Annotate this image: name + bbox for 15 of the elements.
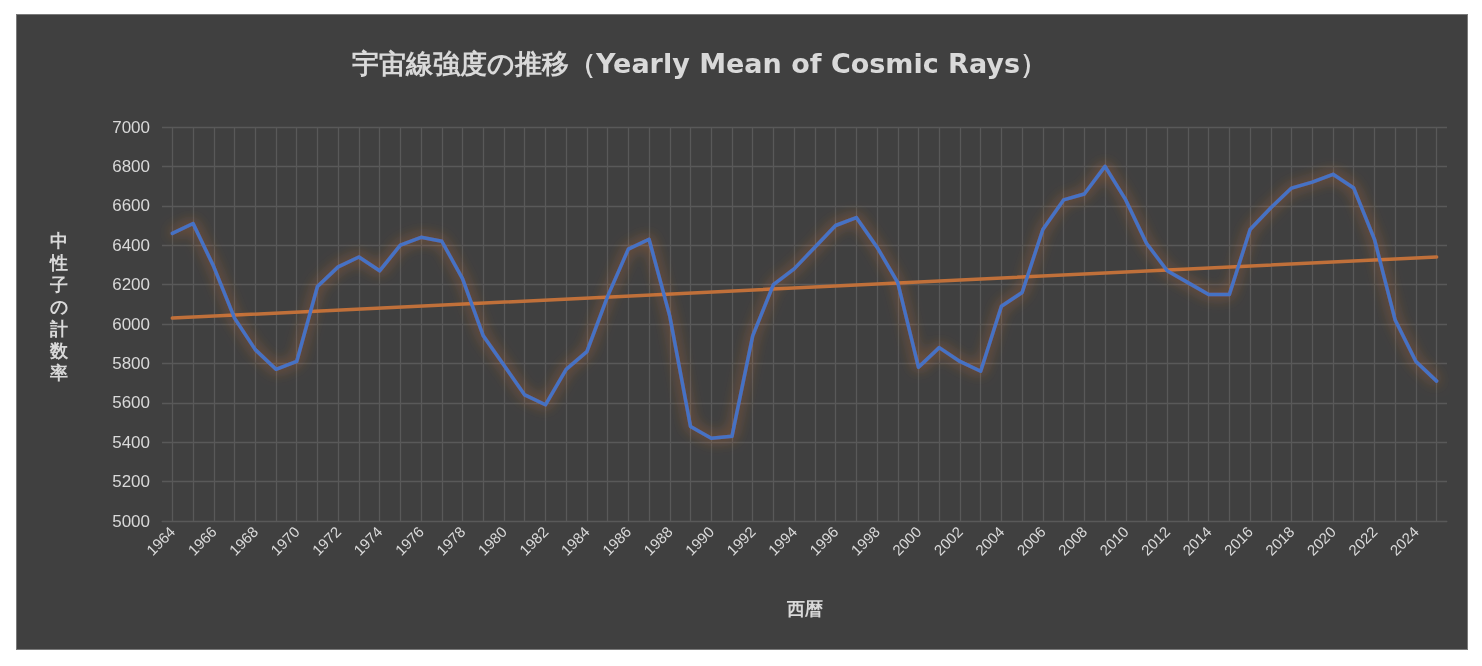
y-tick-label: 6800 [112, 156, 150, 176]
y-tick-label: 6000 [112, 314, 150, 334]
y-tick-label: 5800 [112, 353, 150, 373]
y-axis-title: 中性子の計数率 [48, 230, 69, 384]
chart-title: 宇宙線強度の推移（Yearly Mean of Cosmic Rays） [352, 48, 1047, 79]
y-tick-label: 6600 [112, 196, 150, 216]
x-axis-title: 西暦 [785, 597, 823, 619]
line-series [170, 164, 1439, 441]
y-tick-label: 5400 [112, 432, 150, 452]
y-tick-label: 5600 [112, 393, 150, 413]
y-tick-label: 5000 [112, 511, 150, 531]
y-tick-label: 7000 [112, 117, 150, 137]
y-tick-label: 5200 [112, 472, 150, 492]
y-tick-label: 6400 [112, 235, 150, 255]
y-tick-label: 6200 [112, 275, 150, 295]
